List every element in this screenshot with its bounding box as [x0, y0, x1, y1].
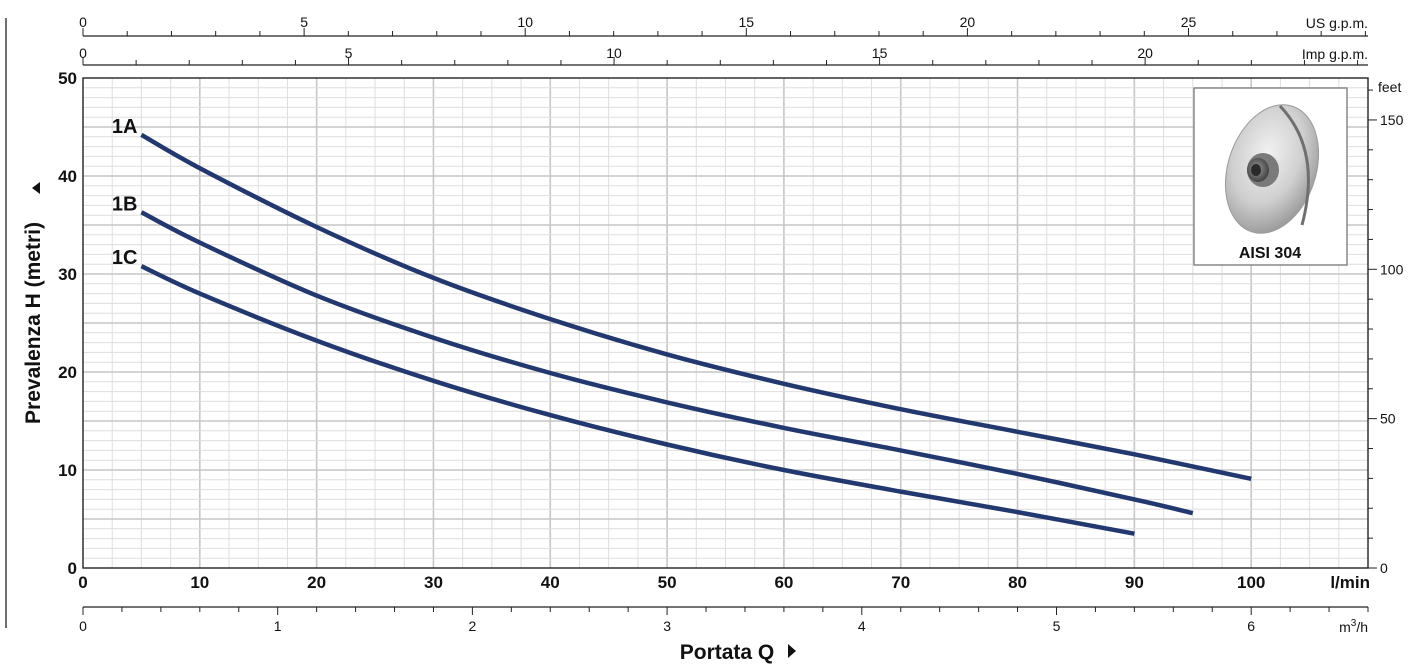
series-group: 1A 1B 1C: [112, 116, 1252, 536]
m3h-tick-label: 2: [468, 618, 476, 634]
impeller-rim: [1278, 104, 1310, 226]
x-axis-tick-labels: 0 10 20 30 40 50 60 70 80 90 100: [78, 573, 1265, 592]
impeller-inset: AISI 304: [1193, 87, 1348, 266]
top-axes: 0 5 10 15 20 25 0 5 10 15 20 US g.p.m. Imp g.p.m.: [79, 14, 1368, 66]
imp-gpm-unit-label: Imp g.p.m.: [1302, 46, 1368, 62]
m3h-unit-base: m: [1339, 619, 1351, 635]
us-gpm-tick-label: 10: [517, 14, 533, 30]
m3h-tick-label: 3: [663, 618, 671, 634]
lmin-unit-label: l/min: [1330, 573, 1370, 592]
curve-label-1b: 1B: [112, 193, 138, 215]
curve-label-1a: 1A: [112, 116, 138, 138]
x-tick-label: 20: [307, 573, 326, 592]
us-gpm-tick-label: 0: [79, 14, 87, 30]
m3h-tick-label: 5: [1053, 618, 1061, 634]
y-axis-arrow-icon: [32, 182, 40, 194]
m3h-unit-label: m3/h: [1339, 618, 1368, 635]
imp-gpm-tick-label: 20: [1137, 45, 1153, 61]
y-tick-label: 50: [58, 69, 77, 88]
m3h-tick-label: 1: [274, 618, 282, 634]
feet-tick-label: 0: [1380, 560, 1388, 576]
y-axis-title-group: Prevalenza H (metri): [22, 182, 45, 424]
x-tick-label: 80: [1008, 573, 1027, 592]
y-tick-label: 20: [58, 363, 77, 382]
y-tick-label: 30: [58, 265, 77, 284]
y-tick-label: 0: [68, 559, 77, 578]
impeller-disc-icon: [1224, 104, 1320, 234]
curve-1a: [140, 132, 1252, 482]
y-tick-label: 40: [58, 167, 77, 186]
x-tick-label: 30: [424, 573, 443, 592]
feet-tick-label: 50: [1380, 411, 1396, 427]
us-gpm-tick-label: 5: [300, 14, 308, 30]
imp-gpm-tick-label: 10: [606, 45, 622, 61]
m3h-unit-suffix: /h: [1356, 619, 1368, 635]
impeller-hub-hole: [1251, 164, 1261, 176]
x-tick-label: 40: [541, 573, 560, 592]
us-gpm-tick-label: 20: [960, 14, 976, 30]
inset-label: AISI 304: [1239, 245, 1301, 262]
imp-gpm-ticks: 0 5 10 15 20: [79, 45, 1359, 65]
m3h-tick-label: 6: [1247, 618, 1255, 634]
x-tick-label: 70: [891, 573, 910, 592]
x-axis-title: Portata Q: [680, 641, 775, 664]
x-tick-label: 10: [190, 573, 209, 592]
feet-tick-label: 150: [1380, 112, 1404, 128]
x-tick-label: 0: [78, 573, 87, 592]
curve-1b: [140, 210, 1194, 516]
feet-tick-label: 100: [1380, 261, 1404, 277]
grid: [83, 78, 1368, 568]
m3h-ticks: 0 1 2 3 4 5 6: [79, 607, 1369, 634]
curve-label-1c: 1C: [112, 247, 138, 269]
imp-gpm-tick-label: 5: [345, 45, 353, 61]
us-gpm-tick-label: 15: [739, 14, 755, 30]
y-tick-label: 10: [58, 461, 77, 480]
x-tick-label: 100: [1237, 573, 1265, 592]
x-tick-label: 90: [1125, 573, 1144, 592]
imp-gpm-tick-label: 15: [872, 45, 888, 61]
x-axis-title-group: Portata Q: [680, 641, 796, 664]
feet-axis: 0 50 100 150: [1368, 89, 1404, 576]
feet-unit-label: feet: [1378, 79, 1401, 95]
x-tick-label: 50: [658, 573, 677, 592]
us-gpm-ticks: 0 5 10 15 20 25: [79, 14, 1366, 36]
curve-1c: [140, 264, 1135, 536]
x-axis-arrow-icon: [788, 644, 796, 658]
y-axis-title: Prevalenza H (metri): [22, 222, 45, 424]
imp-gpm-tick-label: 0: [79, 45, 87, 61]
m3h-tick-label: 0: [79, 618, 87, 634]
m3h-tick-label: 4: [858, 618, 866, 634]
y-axis-tick-labels: 0 10 20 30 40 50: [58, 69, 77, 578]
x-tick-label: 60: [774, 573, 793, 592]
plot-frame: [82, 77, 1369, 569]
m3h-unit-superscript: 3: [1351, 618, 1357, 629]
us-gpm-tick-label: 25: [1181, 14, 1197, 30]
us-gpm-unit-label: US g.p.m.: [1306, 15, 1368, 31]
